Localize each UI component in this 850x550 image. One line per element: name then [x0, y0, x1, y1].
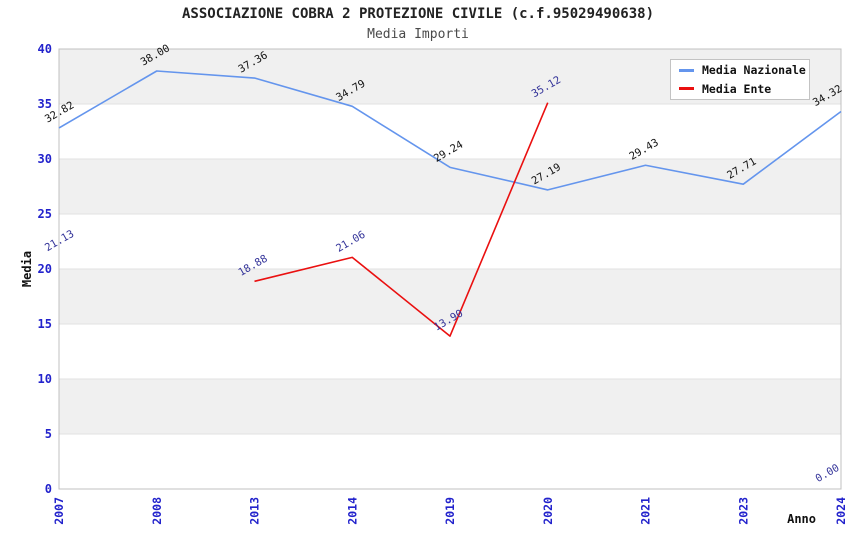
chart-title: ASSOCIAZIONE COBRA 2 PROTEZIONE CIVILE (… — [181, 6, 654, 22]
x-tick-label: 2019 — [443, 497, 457, 525]
y-tick-label: 25 — [38, 207, 52, 221]
y-tick-label: 40 — [38, 42, 52, 56]
legend-item-media-ente: Media Ente — [679, 82, 809, 96]
legend: Media Nazionale Media Ente — [670, 59, 810, 100]
y-tick-label: 30 — [38, 152, 52, 166]
x-axis-title: Anno — [787, 512, 816, 526]
legend-item-media-nazionale: Media Nazionale — [679, 63, 809, 77]
x-tick-label: 2020 — [541, 497, 555, 525]
y-tick-label: 0 — [45, 482, 52, 496]
legend-line-swatch-ente — [679, 87, 694, 91]
y-axis-title: Media — [20, 251, 34, 287]
y-tick-label: 20 — [38, 262, 52, 276]
y-tick-label: 5 — [45, 427, 52, 441]
grid-band — [59, 379, 841, 434]
chart-subtitle: Media Importi — [367, 27, 469, 42]
x-tick-label: 2013 — [248, 497, 262, 525]
x-tick-label: 2007 — [52, 497, 66, 525]
series-line-media-ente — [254, 102, 549, 337]
x-tick-label: 2023 — [736, 497, 750, 525]
x-tick-label: 2021 — [639, 497, 653, 525]
y-tick-label: 10 — [38, 372, 52, 386]
y-tick-label: 15 — [38, 317, 52, 331]
grid-band — [59, 269, 841, 324]
legend-line-swatch-nazionale — [679, 68, 694, 72]
legend-label-media-nazionale: Media Nazionale — [702, 63, 806, 78]
x-tick-label: 2024 — [834, 497, 848, 525]
y-tick-label: 35 — [38, 97, 52, 111]
legend-label-media-ente: Media Ente — [702, 81, 772, 96]
plot-border — [58, 48, 842, 490]
x-tick-label: 2008 — [150, 497, 164, 525]
series-line-media-nazionale — [58, 70, 842, 191]
x-tick-label: 2014 — [345, 497, 359, 525]
